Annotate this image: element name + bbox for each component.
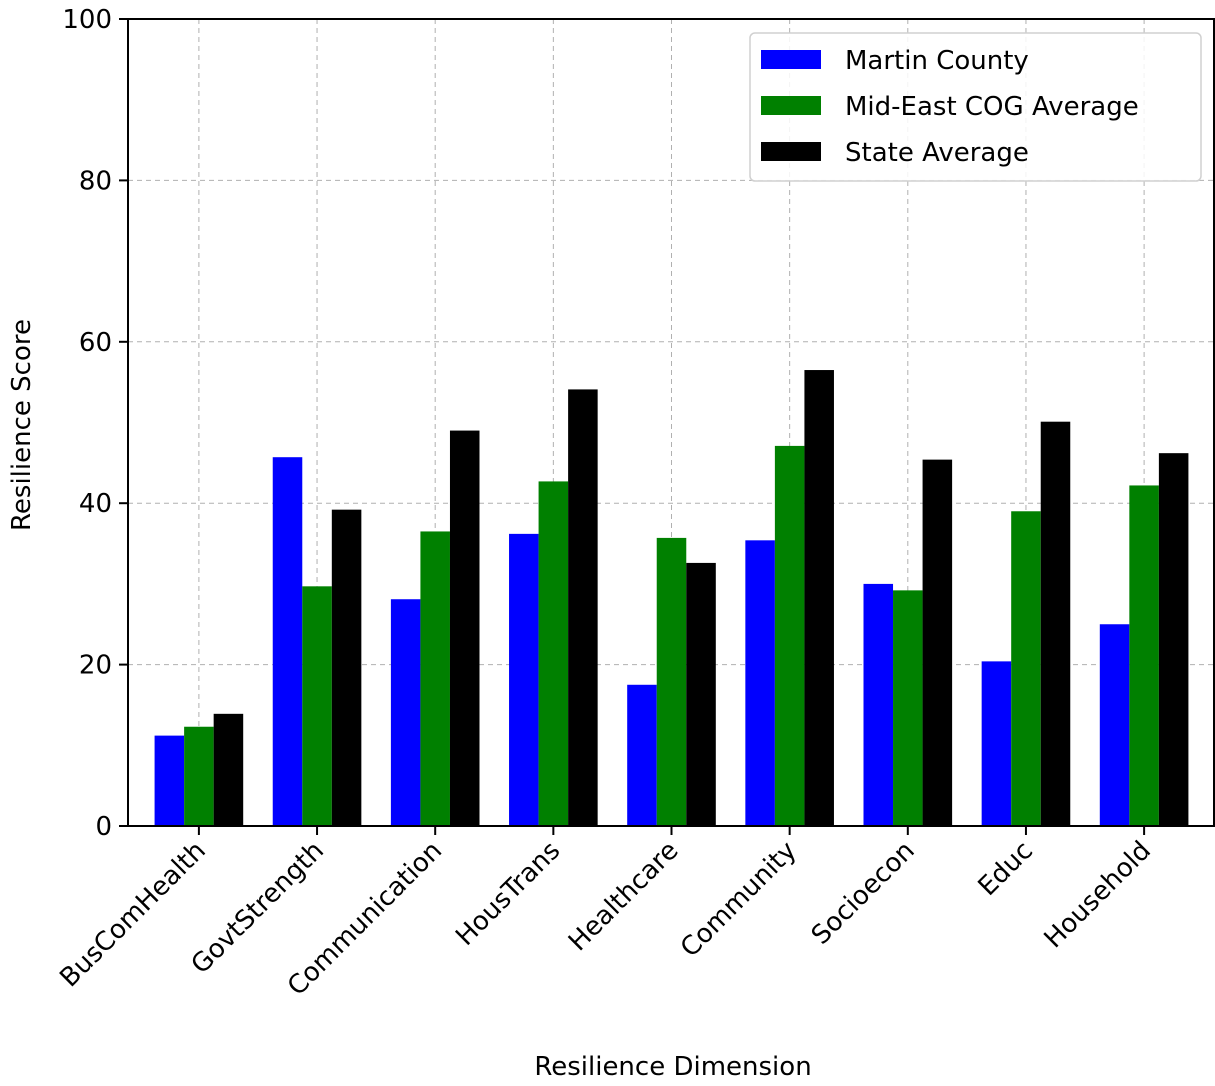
legend: Martin County Mid-East COG Average State A… — [749, 32, 1202, 182]
y-tick-label: 100 — [62, 5, 112, 35]
legend-swatch — [761, 142, 821, 161]
y-tick-label: 60 — [79, 328, 112, 358]
bar-community-series-2 — [804, 370, 834, 826]
bar-healthcare-series-2 — [686, 562, 716, 826]
bar-houstrans-series-0 — [509, 533, 539, 826]
legend-label: State Average — [845, 138, 1029, 168]
legend-box — [749, 32, 1202, 182]
bar-healthcare-series-1 — [656, 537, 687, 826]
bar-buscomhealth-series-0 — [154, 735, 185, 826]
bar-community-series-0 — [745, 540, 775, 826]
bar-socioecon-series-1 — [893, 590, 923, 826]
x-tick-label: HousTrans — [450, 836, 566, 952]
bar-buscomhealth-series-1 — [184, 726, 214, 826]
bar-communication-series-0 — [390, 599, 421, 826]
legend-swatch — [761, 50, 821, 69]
bars — [154, 370, 1189, 826]
y-tick-label: 80 — [79, 166, 112, 196]
y-tick-label: 0 — [95, 812, 112, 842]
x-tick-label: BusComHealth — [54, 836, 211, 993]
x-tick-label: Community — [675, 836, 803, 964]
x-tick-label: Educ — [973, 836, 1039, 902]
bar-govtstrength-series-1 — [302, 586, 332, 826]
x-tick-label: Healthcare — [563, 836, 684, 957]
y-tick-label: 20 — [79, 651, 112, 681]
y-tick-label: 40 — [79, 489, 112, 519]
bar-socioecon-series-2 — [922, 459, 953, 826]
bar-educ-series-1 — [1011, 511, 1041, 826]
bar-household-series-2 — [1158, 453, 1189, 826]
bar-healthcare-series-0 — [627, 684, 657, 826]
x-tick-label: Socioecon — [806, 836, 921, 951]
bar-communication-series-1 — [420, 531, 450, 826]
bar-educ-series-0 — [981, 661, 1012, 826]
legend-label: Mid-East COG Average — [845, 92, 1139, 122]
x-axis-label: Resilience Dimension — [534, 1052, 811, 1082]
bar-buscomhealth-series-2 — [213, 713, 244, 826]
bar-communication-series-2 — [449, 430, 480, 826]
bar-govtstrength-series-0 — [272, 457, 303, 826]
bar-govtstrength-series-2 — [331, 509, 362, 826]
x-tick-label: Household — [1039, 836, 1158, 955]
y-axis-label: Resilience Score — [7, 319, 37, 531]
bar-household-series-1 — [1129, 485, 1159, 826]
legend-label: Martin County — [845, 46, 1029, 76]
legend-swatch — [761, 96, 821, 115]
bar-socioecon-series-0 — [863, 583, 894, 826]
bar-household-series-0 — [1099, 624, 1130, 826]
bar-community-series-1 — [774, 445, 805, 826]
bar-houstrans-series-1 — [538, 481, 569, 826]
bar-houstrans-series-2 — [568, 389, 598, 826]
bar-educ-series-2 — [1040, 421, 1071, 826]
